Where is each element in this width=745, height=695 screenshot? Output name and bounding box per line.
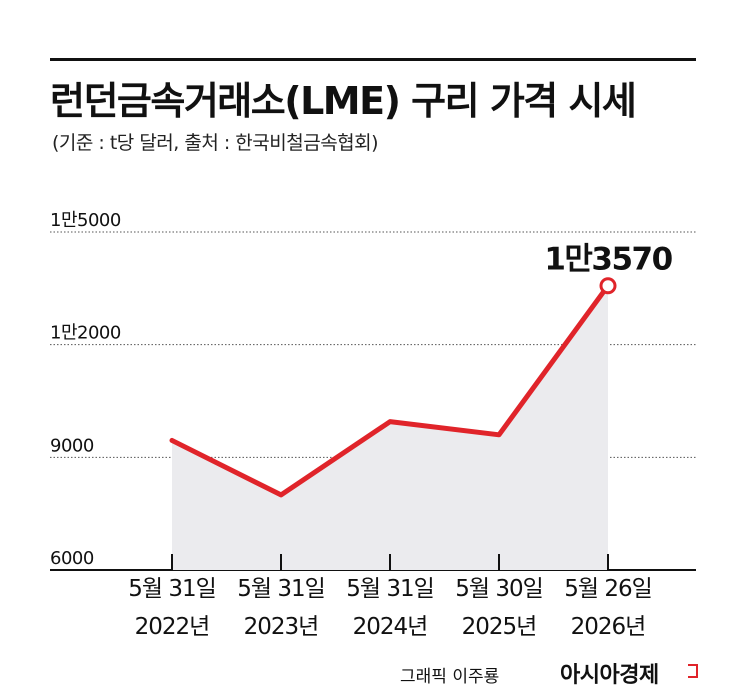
data-label: 1만3570 [544,242,672,278]
top-rule [50,58,696,61]
x-tick-marks [171,554,609,570]
data-point-marker [599,277,617,295]
y-tick-label: 9000 [50,435,94,456]
x-tick-label-year: 2022년 [135,614,210,640]
x-tick-label-date: 5월 31일 [237,576,325,602]
y-tick-labels: 6000 9000 1만2000 1만5000 [50,210,121,569]
y-tick-label: 1만5000 [50,210,121,231]
x-tick-label-date: 5월 31일 [128,576,216,602]
y-tick-label: 1만2000 [50,323,121,344]
x-tick-label-date: 5월 31일 [346,576,434,602]
area-fill [172,285,608,570]
series-line [169,283,611,498]
x-tick-label-year: 2026년 [571,614,646,640]
x-tick-label-date: 5월 26일 [564,576,652,602]
x-tick-label-year: 2023년 [244,614,319,640]
x-tick-label-year: 2025년 [462,614,537,640]
publisher-logo: 아시아경제 [560,663,659,688]
graphic-credit: 그래픽 이주룡 [400,667,500,687]
y-tick-label: 6000 [50,548,94,569]
latest-marker: 1만3570 [544,242,674,295]
x-tick-label-year: 2024년 [353,614,428,640]
chart-title: 런던금속거래소(LME) 구리 가격 시세 [50,79,637,123]
x-tick-labels: 5월 31일 2022년 5월 31일 2023년 5월 31일 2024년 5월 30일 2… [128,576,653,640]
series-area [172,285,608,570]
x-tick-label-date: 5월 30일 [455,576,543,602]
chart-subtitle: (기준 : t당 달러, 출처 : 한국비철금속협회) [52,132,379,154]
logo-mark-icon [688,664,698,678]
series-line-path [169,283,611,498]
